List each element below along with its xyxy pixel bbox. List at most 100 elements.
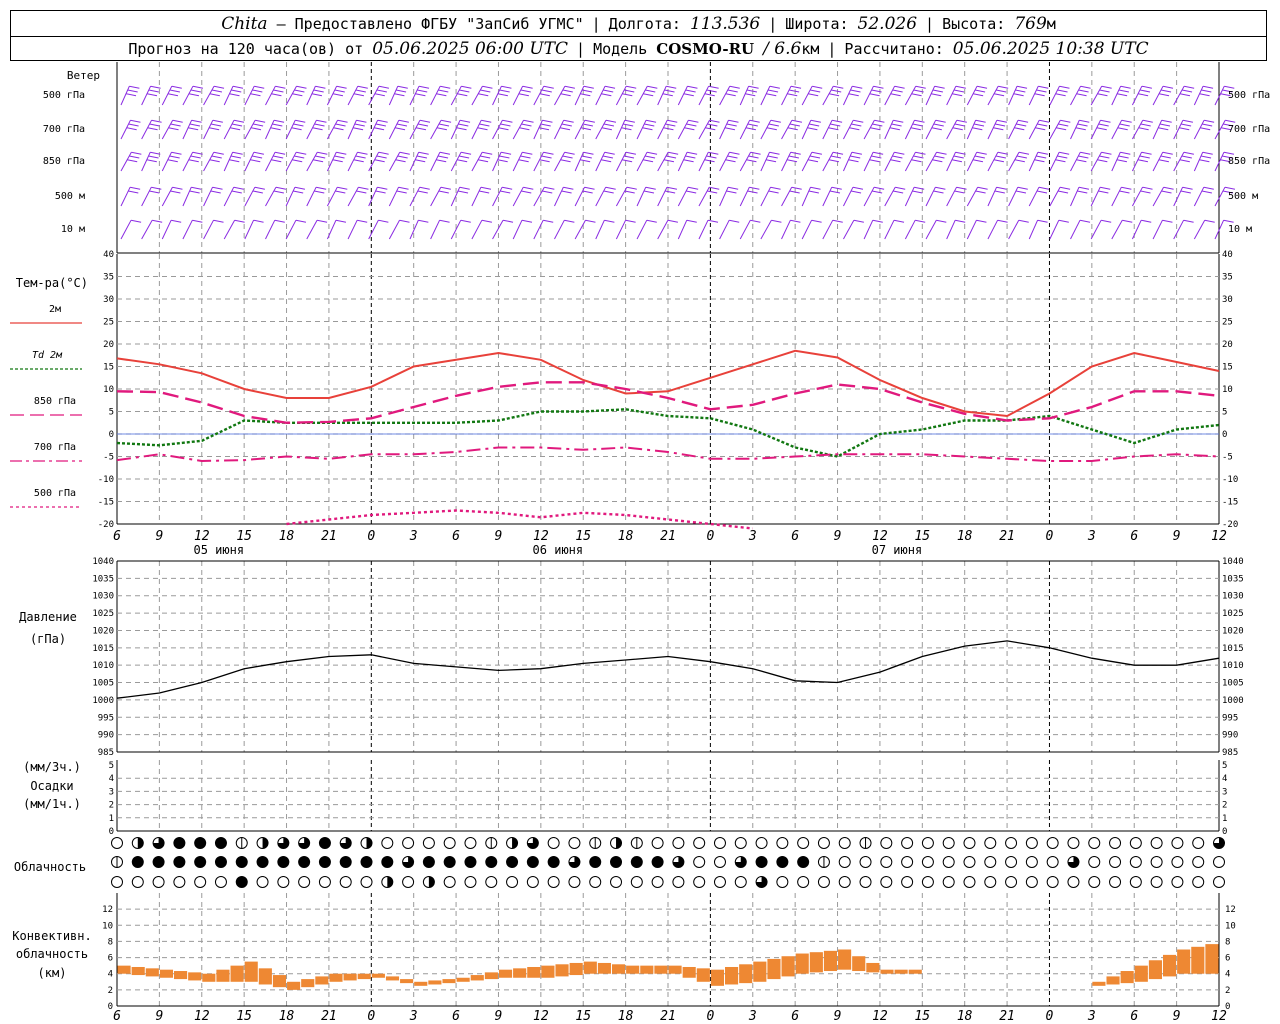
wind-barb [925,119,946,140]
wind-barb-staff [492,219,504,240]
wind-barb-staff [141,186,152,207]
wind-barb [1070,151,1091,172]
wind-barb-staff [574,186,586,207]
wind-barb-feather [766,127,777,131]
cloud-symbol [1025,876,1038,888]
wind-barb-feather [1017,186,1028,190]
wind-barb-staff [409,219,419,240]
pressure-tick-right: 985 [1222,748,1238,758]
wind-barb-staff [1090,119,1101,140]
wind-barb-feather [1160,155,1171,159]
wind-barb-feather [229,159,240,163]
cloud-symbol [360,876,373,888]
wind-barb-feather [317,151,328,155]
wind-barb [120,151,142,172]
wind-barb-feather [1037,151,1049,155]
wind-barb-feather [1076,93,1087,97]
wind-barb-staff [554,151,566,172]
wind-barb-feather [624,190,635,194]
wind-barb-feather [128,123,139,127]
wind-barb-feather [931,93,942,97]
wind-barb-staff [141,85,152,106]
wind-barb [677,186,699,207]
x-tick-label: 9 [495,529,503,544]
wind-barb-feather [314,190,325,194]
wind-barb-staff [1008,119,1019,140]
wind-barb-feather [787,127,798,131]
wind-barb-feather [1055,159,1066,163]
temp-tick-right: 10 [1222,385,1233,395]
wind-barb-feather [312,159,324,163]
wind-level-right: 500 м [1228,191,1258,202]
wind-barb-feather [294,186,306,190]
cloud-symbol [610,856,623,868]
conv-tick-left: 10 [102,921,113,931]
temp-tick-left: 30 [103,295,114,305]
wind-barb [615,85,637,106]
wind-barb-feather [1182,186,1193,190]
wind-barb-staff [1070,219,1081,240]
wind-barb [1214,219,1234,240]
wind-barb [822,119,843,140]
wind-barb [574,151,594,172]
wind-barb-staff [719,219,730,240]
wind-barb-feather [378,85,390,89]
wind-barb-staff [1111,151,1121,172]
wind-barb-feather [316,186,327,190]
wind-barb-feather [1139,155,1150,159]
wind-barb-staff [1193,151,1204,172]
wind-barb [326,186,348,207]
wind-barb-feather [687,85,698,89]
conv-cloud-bar [640,965,654,974]
wind-barb [347,219,368,240]
wind-barb [925,85,945,106]
wind-barb [1152,85,1174,106]
temp-tick-left: 10 [103,385,114,395]
wind-barb-feather [993,159,1005,163]
wind-barb-feather [232,85,244,89]
wind-barb-staff [430,186,442,207]
wind-barb-feather [1097,159,1108,163]
wind-barb-feather [729,151,740,155]
wind-barb-feather [560,159,571,163]
cloud-symbol [797,837,810,849]
cloud-symbol [277,876,290,888]
x-tick-label: 3 [1087,529,1096,544]
wind-barb-feather [252,123,264,127]
wind-barb-feather [769,151,780,155]
wind-barb-feather [810,119,821,123]
wind-barb-staff [987,186,998,207]
cloud-symbol-threequarter [735,856,747,868]
wind-barb [368,186,388,207]
conv-tick-right: 4 [1225,970,1230,980]
wind-barb [368,151,389,172]
wind-barb-feather [148,155,159,159]
pressure-tick-left: 1005 [92,679,114,689]
wind-barb-feather [1119,123,1130,127]
cloud-symbol [485,876,498,888]
wind-barb-feather [604,151,615,155]
cloud-symbol-threequarter [340,837,352,849]
wind-barb-staff [1028,219,1039,240]
wind-barb-staff [1214,85,1225,106]
wind-barb-staff [450,85,462,106]
wind-barb-feather [169,89,181,93]
conv-cloud-bar [710,969,725,986]
wind-barb-feather [210,123,222,127]
wind-barb-feather [604,85,616,89]
wind-barb-staff [595,186,607,207]
wind-barb-feather [790,85,802,89]
wind-barb-staff [1214,219,1225,240]
cloud-symbol [713,856,726,868]
wind-barb-feather [436,93,447,97]
wind-barb [1131,151,1152,172]
wind-barb-feather [748,155,759,159]
wind-barb [430,119,452,140]
cloud-symbol-threequarter [277,837,289,849]
wind-barb-staff [1008,186,1019,207]
wind-barb-staff [554,85,566,106]
wind-barb-staff [430,219,441,240]
wind-barb-staff [946,151,956,172]
wind-barb-staff [1214,151,1225,172]
cloud-symbol [859,876,872,888]
